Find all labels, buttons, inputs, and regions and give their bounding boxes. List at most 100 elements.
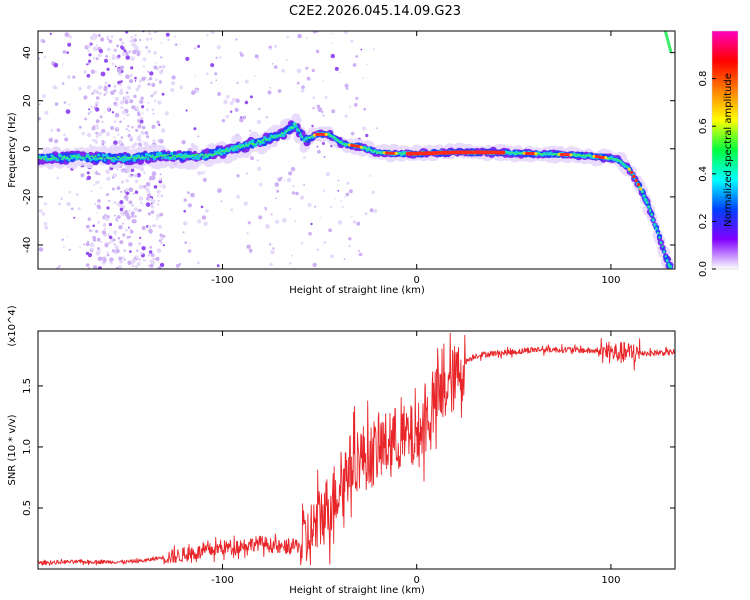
noise-dot <box>154 62 157 64</box>
noise-dot <box>149 37 153 41</box>
ridge-dot <box>38 155 41 158</box>
noise-dot <box>107 132 111 136</box>
noise-dot <box>174 35 177 38</box>
noise-dot <box>106 107 111 111</box>
noise-dot <box>300 241 304 245</box>
noise-dot <box>139 134 142 137</box>
noise-dot <box>297 33 302 39</box>
ridge-dot <box>297 129 301 132</box>
noise-dot <box>346 181 350 185</box>
noise-dot <box>214 72 218 76</box>
noise-dot <box>182 231 185 234</box>
noise-dot <box>161 92 165 96</box>
noise-dot <box>73 216 76 219</box>
ridge-dot <box>161 154 164 157</box>
noise-dot <box>119 83 122 87</box>
noise-dot <box>329 254 334 259</box>
noise-dot <box>185 56 190 62</box>
noise-dot <box>139 116 144 121</box>
colorbar-tick-label: 0.2 <box>698 213 709 229</box>
noise-dot <box>149 71 154 76</box>
noise-dot <box>94 139 97 142</box>
noise-dot <box>125 191 129 195</box>
noise-dot <box>312 262 317 268</box>
noise-dot <box>131 203 135 207</box>
noise-dot <box>184 241 188 245</box>
noise-dot <box>305 66 309 70</box>
noise-dot <box>286 177 292 183</box>
noise-dot <box>159 65 162 69</box>
noise-dot <box>112 54 115 58</box>
ridge-dot <box>539 153 541 155</box>
ridge-dot <box>375 151 378 154</box>
noise-dot <box>92 224 95 228</box>
noise-dot <box>183 198 187 202</box>
noise-dot <box>357 250 360 252</box>
noise-dot <box>43 202 48 206</box>
noise-dot <box>137 124 142 129</box>
noise-dot <box>117 215 120 218</box>
ridge-dot <box>654 223 656 225</box>
noise-dot <box>197 171 202 176</box>
noise-dot <box>236 174 240 178</box>
ridge-dot <box>282 133 285 135</box>
hot-dot <box>532 152 536 156</box>
noise-dot <box>248 248 253 253</box>
noise-dot <box>369 174 372 177</box>
noise-dot <box>137 208 142 213</box>
noise-dot <box>249 129 252 132</box>
ridge-dot <box>658 236 661 239</box>
noise-dot <box>112 230 117 235</box>
noise-dot <box>121 41 125 45</box>
ridge-dot <box>590 155 592 157</box>
noise-dot <box>78 125 82 129</box>
ridge-dot <box>583 154 586 157</box>
colorbar-tick-label: 0.6 <box>698 118 709 134</box>
ridge-dot <box>184 156 187 159</box>
ridge-dot <box>161 157 164 160</box>
noise-dot <box>272 247 275 250</box>
noise-dot <box>134 109 137 111</box>
noise-dot <box>113 243 116 246</box>
noise-dot <box>328 228 332 233</box>
ridge-dot <box>176 154 179 157</box>
noise-dot <box>258 182 263 187</box>
noise-dot <box>350 131 355 136</box>
ridge-dot <box>181 156 184 158</box>
noise-dot <box>108 222 113 227</box>
ridge-dot <box>66 156 69 159</box>
ridge-dot <box>509 152 512 154</box>
spectrogram-ytick-label: 20 <box>22 94 33 107</box>
noise-dot <box>119 100 124 105</box>
ridge-dot <box>47 158 50 161</box>
noise-dot <box>89 229 92 232</box>
ridge-dot <box>336 139 339 142</box>
noise-dot <box>129 39 134 43</box>
noise-dot <box>107 233 111 237</box>
noise-dot <box>331 42 334 44</box>
ridge-dot <box>54 157 56 160</box>
ridge-dot <box>178 155 181 158</box>
ridge-dot <box>204 153 207 156</box>
noise-dot <box>98 53 102 58</box>
ridge-dot <box>257 139 260 142</box>
noise-dot <box>152 92 156 96</box>
noise-dot <box>115 104 119 107</box>
noise-dot <box>230 110 233 114</box>
noise-dot <box>111 62 115 66</box>
ridge-dot <box>377 152 380 154</box>
noise-dot <box>119 211 124 215</box>
noise-dot <box>87 112 91 115</box>
noise-dot <box>267 90 272 95</box>
noise-dot <box>230 208 234 212</box>
noise-dot <box>240 116 243 119</box>
noise-dot <box>152 113 155 115</box>
noise-dot <box>115 218 118 221</box>
noise-dot <box>113 120 117 123</box>
noise-dot <box>216 45 221 50</box>
noise-dot <box>133 38 138 43</box>
ridge-dot <box>288 129 291 131</box>
noise-dot <box>178 263 182 266</box>
noise-dot <box>236 194 241 199</box>
noise-dot <box>67 42 72 47</box>
